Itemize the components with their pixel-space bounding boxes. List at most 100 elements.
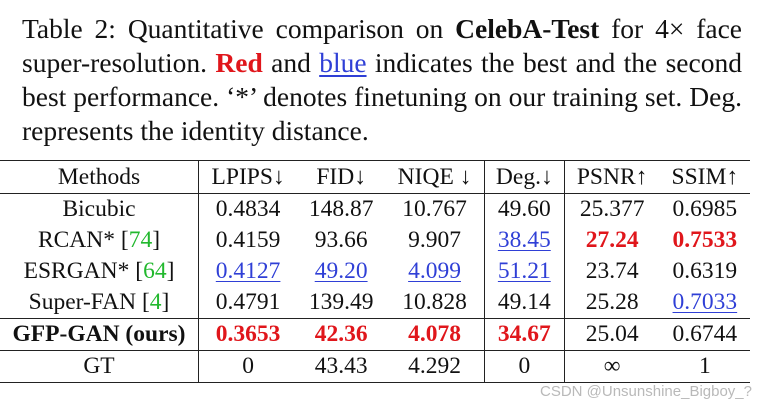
value-cell: 38.45 bbox=[484, 225, 565, 256]
method-name: GFP-GAN (ours) bbox=[12, 321, 186, 347]
value: 42.36 bbox=[314, 321, 368, 347]
value-cell: 25.28 bbox=[564, 287, 660, 319]
value-cell: 0.7033 bbox=[660, 287, 750, 319]
value-cell: 4.099 bbox=[385, 256, 486, 287]
method-cell: GFP-GAN (ours) bbox=[0, 318, 199, 351]
value-cell: 0.7533 bbox=[660, 225, 750, 256]
caption-prefix: Table 2: Quantitative comparison on bbox=[22, 13, 456, 44]
header-fid: FID↓ bbox=[297, 160, 386, 194]
table-row: Bicubic 0.4834 148.87 10.767 49.60 25.377 0.69… bbox=[0, 193, 750, 225]
value: 49.14 bbox=[497, 289, 551, 315]
citation-link[interactable]: 4 bbox=[149, 289, 162, 315]
value: ∞ bbox=[603, 353, 621, 379]
method-cell: GT bbox=[0, 350, 199, 383]
header-methods: Methods bbox=[0, 160, 199, 194]
value-cell: 9.907 bbox=[385, 225, 486, 256]
value: 0 bbox=[518, 353, 531, 379]
value-cell: 25.04 bbox=[564, 318, 660, 351]
value: 139.49 bbox=[308, 289, 374, 315]
citation-link[interactable]: 64 bbox=[143, 258, 167, 284]
caption-blue-word: blue bbox=[319, 47, 367, 78]
value-cell: 0.6744 bbox=[659, 318, 750, 351]
value: 0.7533 bbox=[672, 227, 738, 253]
value-cell: 49.14 bbox=[484, 287, 565, 319]
value-cell: 43.43 bbox=[297, 350, 386, 383]
value-cell: 139.49 bbox=[297, 287, 385, 319]
watermark: CSDN @Unsunshine_Bigboy_? bbox=[539, 383, 752, 400]
table-row: GFP-GAN (ours) 0.3653 42.36 4.078 34.67 25.04… bbox=[0, 318, 750, 351]
value: 4.292 bbox=[408, 353, 461, 379]
method-cell: Super-FAN [4] bbox=[0, 287, 199, 319]
value-cell: 34.67 bbox=[484, 318, 565, 351]
value-cell: 51.21 bbox=[484, 256, 565, 287]
method-cell: Bicubic bbox=[0, 193, 199, 225]
results-table: Methods LPIPS↓ FID↓ NIQE ↓ Deg.↓ PSNR↑ S… bbox=[0, 160, 750, 383]
value: 25.28 bbox=[585, 289, 639, 315]
value-cell: 0 bbox=[484, 350, 565, 383]
value: 34.67 bbox=[497, 321, 551, 347]
value: 0.6985 bbox=[672, 196, 738, 222]
value-cell: 0 bbox=[198, 350, 298, 383]
value-cell: 42.36 bbox=[297, 318, 386, 351]
header-niqe: NIQE ↓ bbox=[385, 160, 486, 194]
value: 0.4834 bbox=[215, 196, 281, 222]
value-cell: 93.66 bbox=[297, 225, 385, 256]
table-caption: Table 2: Quantitative comparison on Cele… bbox=[22, 12, 742, 148]
value-cell: 23.74 bbox=[564, 256, 660, 287]
value: 0.6744 bbox=[672, 321, 738, 347]
header-psnr: PSNR↑ bbox=[564, 160, 660, 194]
value: 0 bbox=[242, 353, 254, 379]
value: 0.4159 bbox=[215, 227, 281, 253]
value-cell: 0.4791 bbox=[199, 287, 298, 319]
value: 49.20 bbox=[314, 258, 368, 284]
header-ssim: SSIM↑ bbox=[659, 160, 750, 194]
caption-dataset: CelebA-Test bbox=[455, 13, 600, 44]
value: 10.767 bbox=[402, 196, 467, 222]
citation-link[interactable]: 74 bbox=[128, 227, 153, 253]
header-row: Methods LPIPS↓ FID↓ NIQE ↓ Deg.↓ PSNR↑ S… bbox=[0, 160, 750, 194]
value-cell: 1 bbox=[659, 350, 750, 383]
value: 1 bbox=[698, 353, 711, 379]
value: 23.74 bbox=[585, 258, 639, 284]
caption-mid2: and bbox=[262, 47, 320, 78]
method-name: GT bbox=[83, 353, 115, 379]
method-name: Bicubic bbox=[62, 196, 136, 222]
value: 43.43 bbox=[314, 353, 368, 379]
value: 93.66 bbox=[314, 227, 368, 253]
value-cell: 0.4127 bbox=[199, 256, 298, 287]
table-row: ESRGAN* [64] 0.4127 49.20 4.099 51.21 23.74 0.… bbox=[0, 256, 750, 287]
caption-suffix: indicates the best and the second best p… bbox=[22, 47, 742, 146]
value-cell: 0.3653 bbox=[198, 318, 298, 351]
header-deg: Deg.↓ bbox=[484, 160, 565, 194]
value-cell: 49.20 bbox=[297, 256, 385, 287]
value: 51.21 bbox=[497, 258, 551, 284]
value: 0.7033 bbox=[672, 289, 738, 315]
value: 10.828 bbox=[402, 289, 467, 315]
table-row: RCAN* [74] 0.4159 93.66 9.907 38.45 27.24 0.75… bbox=[0, 225, 750, 256]
value-cell: 27.24 bbox=[564, 225, 660, 256]
value: 0.6319 bbox=[672, 258, 738, 284]
value-cell: 148.87 bbox=[297, 193, 386, 225]
value-cell: 0.6319 bbox=[660, 256, 750, 287]
value: 9.907 bbox=[408, 227, 461, 253]
value: 0.3653 bbox=[215, 321, 281, 347]
value-cell: 0.4159 bbox=[199, 225, 298, 256]
method-name: RCAN* [ bbox=[37, 227, 129, 253]
header-lpips: LPIPS↓ bbox=[198, 160, 298, 194]
value-cell: 49.60 bbox=[484, 193, 565, 225]
table-row: Super-FAN [4] 0.4791 139.49 10.828 49.14 25.2… bbox=[0, 287, 750, 319]
method-name: ESRGAN* [ bbox=[23, 258, 144, 284]
value: 27.24 bbox=[585, 227, 639, 253]
value: 25.377 bbox=[579, 196, 645, 222]
value-cell: 4.292 bbox=[385, 350, 486, 383]
value-cell: 10.767 bbox=[385, 193, 486, 225]
value: 25.04 bbox=[585, 321, 639, 347]
table-body: Bicubic 0.4834 148.87 10.767 49.60 25.377 0.69… bbox=[0, 193, 750, 383]
caption-red-word: Red bbox=[215, 47, 263, 78]
value-cell: 25.377 bbox=[564, 193, 660, 225]
value-cell: ∞ bbox=[564, 350, 660, 383]
method-name: Super-FAN [ bbox=[28, 289, 150, 315]
value-cell: 0.4834 bbox=[198, 193, 298, 225]
table-row: GT 0 43.43 4.292 0 ∞ 1 bbox=[0, 350, 750, 383]
value: 4.078 bbox=[408, 321, 461, 347]
